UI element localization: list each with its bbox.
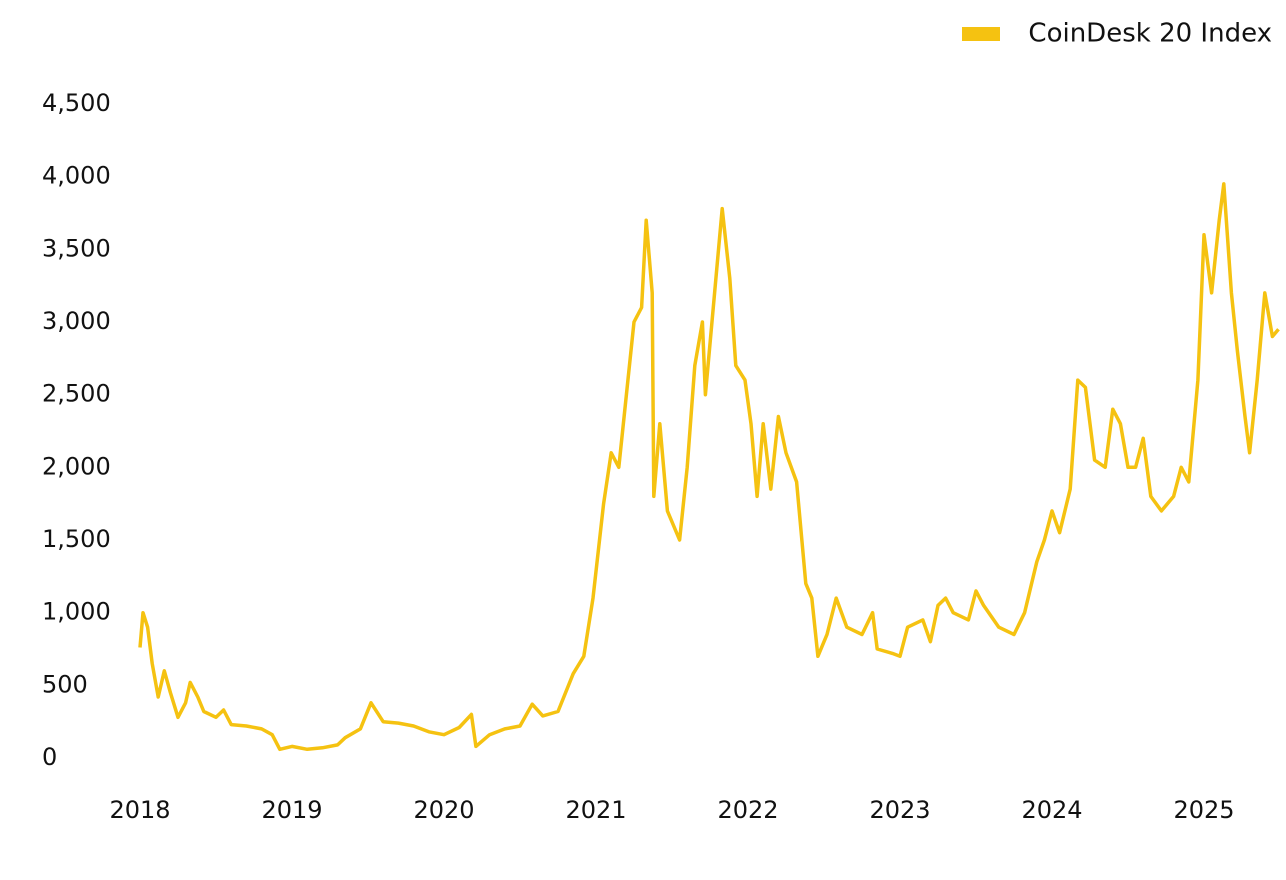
y-tick-label: 2,500	[42, 380, 111, 408]
x-tick-label: 2025	[1173, 796, 1234, 824]
legend-label: CoinDesk 20 Index	[1028, 19, 1272, 49]
x-tick-label: 2021	[565, 796, 626, 824]
x-tick-label: 2022	[717, 796, 778, 824]
y-tick-label: 2,000	[42, 452, 111, 480]
y-tick-label: 0	[42, 743, 57, 771]
y-tick-label: 1,000	[42, 598, 111, 626]
x-tick-label: 2018	[109, 796, 170, 824]
y-tick-label: 4,000	[42, 162, 111, 190]
y-tick-label: 3,500	[42, 234, 111, 262]
x-tick-label: 2020	[413, 796, 474, 824]
line	[138, 182, 1280, 752]
x-tick-label: 2019	[261, 796, 322, 824]
y-tick-label: 500	[42, 670, 88, 698]
x-tick-label: 2024	[1021, 796, 1082, 824]
y-tick-label: 3,000	[42, 307, 111, 335]
legend-swatch	[962, 27, 1000, 41]
y-tick-label: 4,500	[42, 89, 111, 117]
x-tick-label: 2023	[869, 796, 930, 824]
y-tick-label: 1,500	[42, 525, 111, 553]
